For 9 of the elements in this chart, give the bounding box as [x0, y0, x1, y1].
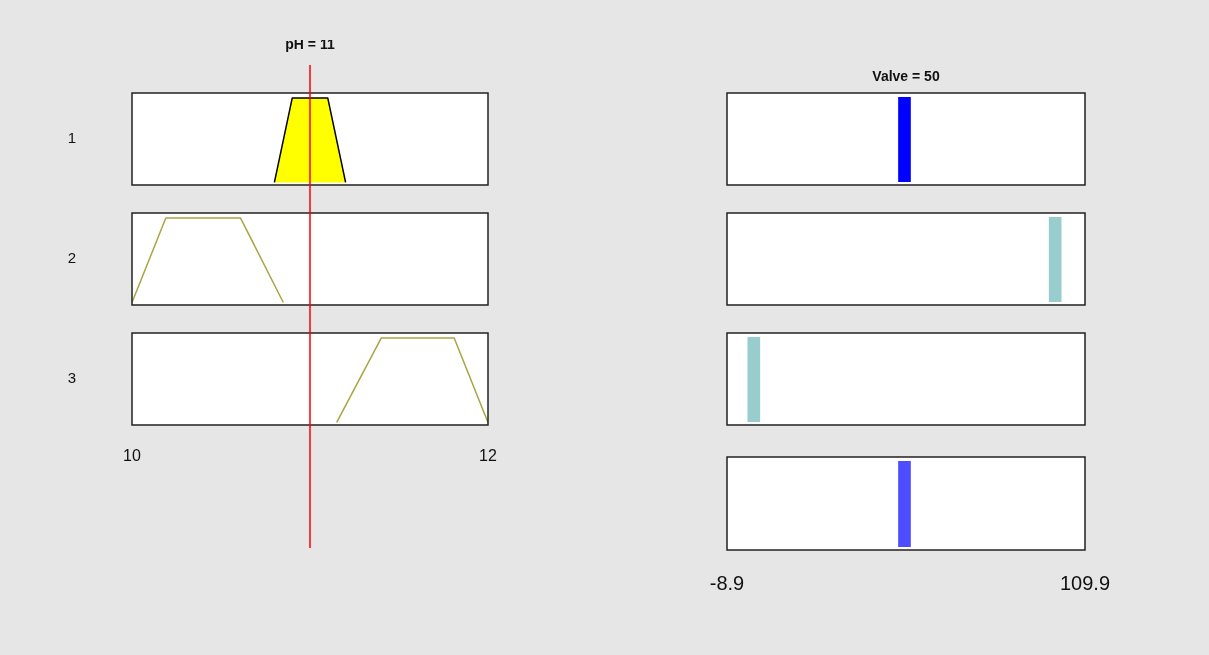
chart-title: Valve = 50	[872, 67, 940, 84]
x-tick-label: -8.9	[709, 571, 745, 594]
chart-title: pH = 11	[285, 35, 335, 52]
y-axis-title: 1	[67, 129, 77, 147]
x-tick-label: 10	[123, 447, 141, 465]
x-tick-label: 109.9	[1059, 571, 1111, 594]
x-tick-label: 12	[479, 447, 497, 465]
y-axis-title: 2	[67, 249, 77, 267]
y-axis-title: 3	[67, 369, 77, 387]
